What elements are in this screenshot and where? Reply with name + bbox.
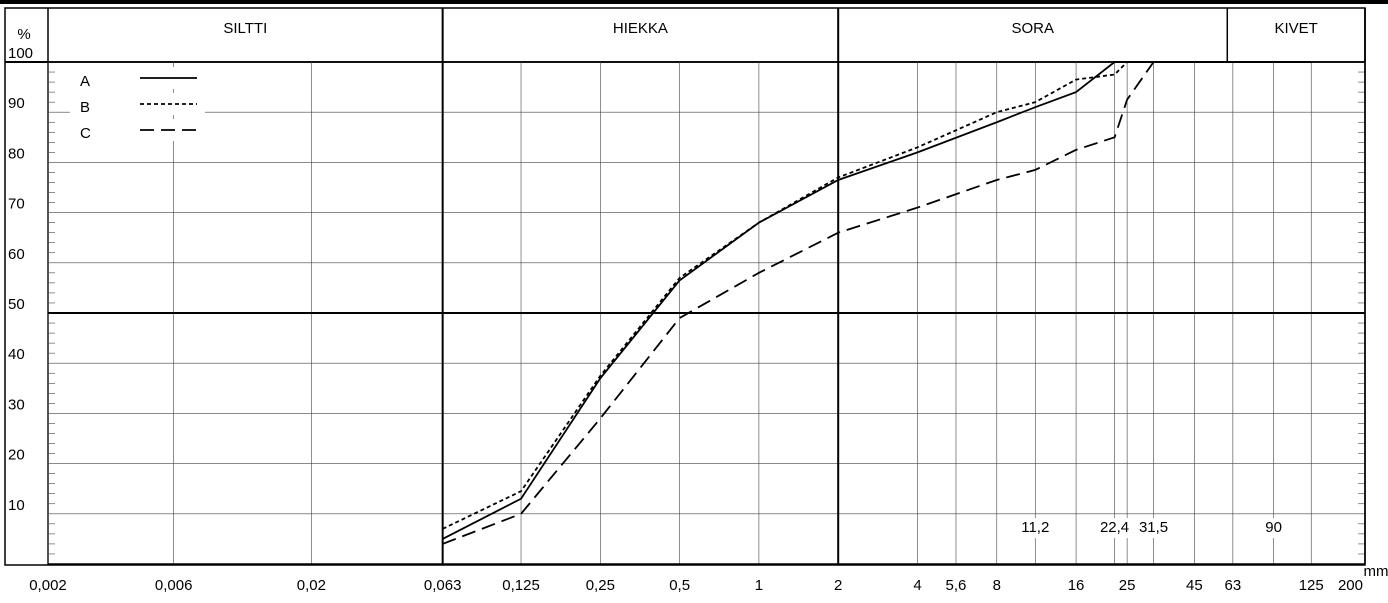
legend-bg [70,93,205,115]
y-axis-label: % [17,26,30,43]
x-tick-label: 200 [1338,577,1363,594]
x-tick-label: 63 [1225,577,1242,594]
inner-tick-label: 11,2 [1021,519,1049,536]
legend-label: B [80,99,90,116]
y-tick-label: 40 [8,346,25,363]
zone-label: SORA [1011,20,1054,37]
inner-tick-label: 22,4 [1100,519,1129,536]
x-tick-label: 0,125 [502,577,540,594]
inner-tick-label: 90 [1265,519,1282,536]
label-bg [1131,518,1176,538]
inner-tick-label: 31,5 [1139,519,1168,536]
x-tick-label: 0,5 [669,577,690,594]
x-tick-label: 2 [834,577,842,594]
x-tick-label: 25 [1119,577,1136,594]
frame [4,7,1366,566]
x-tick-label: 4 [913,577,921,594]
y-tick-label: 70 [8,196,25,213]
y-tick-label: 60 [8,246,25,263]
x-tick-label: 0,002 [29,577,67,594]
x-tick-label: 16 [1068,577,1085,594]
x-tick-label: 8 [993,577,1001,594]
x-tick-label: 0,25 [586,577,615,594]
y-tick-label: 30 [8,396,25,413]
y-tick-label: 10 [8,497,25,514]
y-tick-label: 50 [8,296,25,313]
series-line [442,61,1312,540]
x-unit-label: mm [1364,563,1388,580]
x-tick-label: 45 [1186,577,1203,594]
x-tick-label: 0,006 [155,577,193,594]
legend-bg [70,67,205,89]
x-tick-label: 125 [1299,577,1324,594]
zone-label: KIVET [1274,20,1317,37]
x-tick-label: 5,6 [946,577,967,594]
legend-label: C [80,125,91,142]
zone-label: HIEKKA [613,20,668,37]
x-tick-label: 1 [755,577,763,594]
legend-label: A [80,73,90,90]
y-tick-label: 100 [8,45,33,62]
zone-label: SILTTI [223,20,267,37]
legend-bg [70,119,205,141]
series-line [442,61,1312,530]
label-bg [1013,518,1058,538]
label-bg [1251,518,1296,538]
x-tick-label: 0,02 [297,577,326,594]
y-tick-label: 90 [8,95,25,112]
x-tick-label: 0,063 [424,577,462,594]
top-bar [0,0,1388,4]
series-line [442,61,1312,545]
label-bg [1092,518,1137,538]
y-tick-label: 20 [8,447,25,464]
y-tick-label: 80 [8,145,25,162]
